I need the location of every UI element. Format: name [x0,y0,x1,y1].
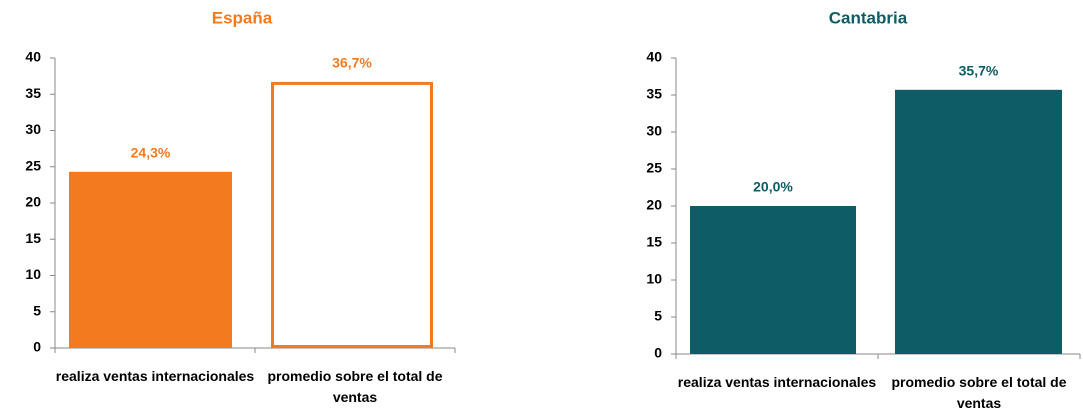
value-label: 20,0% [753,179,793,195]
chart-title: Cantabria [829,8,908,27]
bar [895,89,1062,354]
y-tick-label: 40 [25,49,41,65]
chart-title: España [212,8,273,27]
y-tick-label: 30 [646,123,662,139]
value-label: 24,3% [131,145,171,161]
bar [69,171,232,348]
y-tick-label: 15 [25,230,41,246]
y-tick-label: 15 [646,234,662,250]
y-tick-label: 25 [646,160,662,176]
y-tick-label: 10 [25,266,41,282]
x-tick-label: promedio sobre el total de ventas [267,368,443,405]
y-tick-label: 25 [25,157,41,173]
bar [271,81,433,349]
value-label: 35,7% [959,63,999,79]
y-tick-label: 5 [654,308,662,324]
value-label: 36,7% [332,55,372,71]
y-tick-label: 35 [25,85,41,101]
y-tick-label: 40 [646,49,662,65]
y-tick-label: 30 [25,121,41,137]
y-tick-label: 20 [646,197,662,213]
y-tick-label: 5 [33,302,41,318]
y-tick-label: 0 [654,345,662,361]
y-tick-label: 10 [646,271,662,287]
x-tick-label: promedio sobre el total de ventas [891,374,1067,411]
y-tick-label: 35 [646,86,662,102]
y-tick-label: 20 [25,194,41,210]
y-tick-label: 0 [33,339,41,355]
x-tick-label: realiza ventas internacionales [55,368,255,384]
bar [690,206,856,354]
x-tick-label: realiza ventas internacionales [677,374,877,390]
